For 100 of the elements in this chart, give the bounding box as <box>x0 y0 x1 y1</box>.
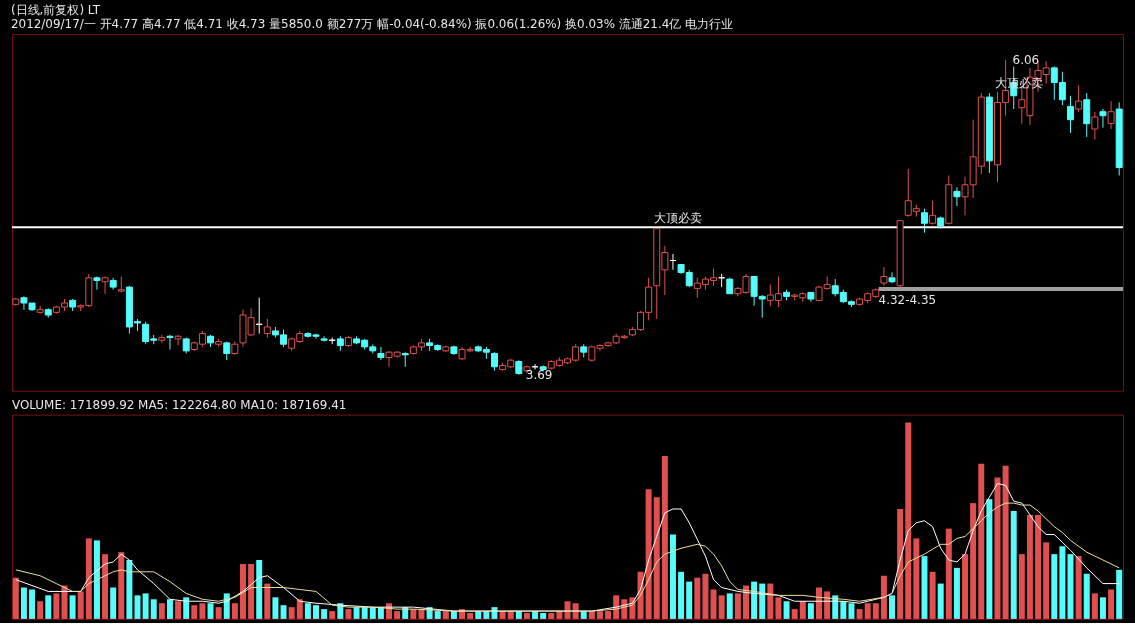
bar <box>970 503 977 619</box>
band-label: 4.32-4.35 <box>878 293 937 308</box>
bar <box>313 605 319 619</box>
bar <box>848 603 855 619</box>
bar <box>775 597 782 619</box>
bar <box>329 611 336 619</box>
bar <box>913 538 920 619</box>
bar <box>1035 514 1042 619</box>
bar <box>199 603 206 619</box>
bar <box>29 589 36 619</box>
bar <box>272 597 279 619</box>
bar <box>783 601 790 619</box>
bar <box>256 560 263 619</box>
bar <box>1026 514 1033 619</box>
candlestick <box>93 275 101 291</box>
bar <box>686 581 693 619</box>
candlestick <box>1107 100 1115 130</box>
bar <box>937 583 944 619</box>
candlestick <box>263 318 271 339</box>
bar <box>1002 465 1009 619</box>
bar <box>1099 597 1106 619</box>
bar <box>799 601 806 619</box>
bar <box>759 583 766 619</box>
bar <box>223 593 230 619</box>
bar <box>175 601 182 619</box>
annotation: 3.69 <box>525 367 553 382</box>
bar <box>807 603 814 619</box>
bar <box>669 534 676 619</box>
candlestick <box>174 334 182 347</box>
candlestick <box>1083 92 1091 138</box>
bar <box>142 593 149 619</box>
bar <box>191 605 198 619</box>
bar <box>434 611 441 619</box>
bar <box>661 455 668 619</box>
bar <box>816 587 822 619</box>
candlestick <box>1067 95 1074 134</box>
bar <box>1051 554 1058 619</box>
annotation: 大顶必卖 <box>653 211 702 226</box>
bar <box>110 587 117 619</box>
bar <box>678 571 685 619</box>
candlestick <box>929 200 937 226</box>
bar <box>897 508 904 619</box>
bar <box>767 583 774 619</box>
chart-subtitle: 2012/09/17/一 开4.77 高4.77 低4.71 收4.73 量5850.0 额277万 幅-0.04(-0.84%) 振0.06(1.26%) 换0.03% 流通21.4亿 电力行业 <box>10 17 734 31</box>
bar <box>1108 589 1115 619</box>
bar <box>1083 573 1090 619</box>
candlestick <box>880 266 888 287</box>
candlestick <box>320 335 328 343</box>
candlestick <box>377 346 385 361</box>
bar <box>102 554 109 619</box>
bar <box>523 613 530 619</box>
bar <box>150 599 157 619</box>
bar <box>1075 556 1082 619</box>
bar <box>945 528 952 619</box>
bar <box>613 595 620 619</box>
candlestick <box>1099 108 1107 129</box>
bar <box>743 585 749 619</box>
bar <box>248 563 255 619</box>
bar <box>540 613 547 619</box>
bar <box>353 607 360 619</box>
bar <box>118 552 125 619</box>
bar <box>183 597 190 619</box>
candlestick <box>920 208 928 234</box>
bar <box>548 613 555 619</box>
bar <box>791 609 798 619</box>
bar <box>605 611 612 619</box>
candlestick <box>166 334 174 351</box>
bar <box>45 595 52 619</box>
bar <box>694 577 701 619</box>
bar <box>158 603 165 619</box>
bar <box>645 489 652 619</box>
bar <box>296 599 303 619</box>
candlestick <box>1091 111 1099 141</box>
bar <box>467 613 474 619</box>
bar <box>20 587 27 619</box>
candlestick <box>490 351 498 372</box>
bar <box>239 563 246 619</box>
bar <box>53 593 60 619</box>
bar <box>880 575 887 619</box>
bar <box>921 556 928 619</box>
candlestick <box>953 186 961 207</box>
bar <box>1043 542 1050 619</box>
bar <box>978 463 985 619</box>
bar <box>824 591 831 619</box>
bar <box>215 607 222 619</box>
bar <box>832 595 839 619</box>
bar <box>231 603 238 619</box>
annotation: 6.06 <box>1012 52 1040 67</box>
bar <box>1059 546 1066 619</box>
bar <box>37 601 44 619</box>
bar <box>369 607 376 619</box>
bar <box>85 538 92 619</box>
bar <box>751 581 758 619</box>
candlestick <box>1075 84 1083 113</box>
bar <box>905 422 912 619</box>
bar <box>288 607 295 619</box>
bar <box>126 560 133 619</box>
bar <box>345 609 352 619</box>
bar <box>864 603 871 619</box>
bar <box>361 607 368 619</box>
